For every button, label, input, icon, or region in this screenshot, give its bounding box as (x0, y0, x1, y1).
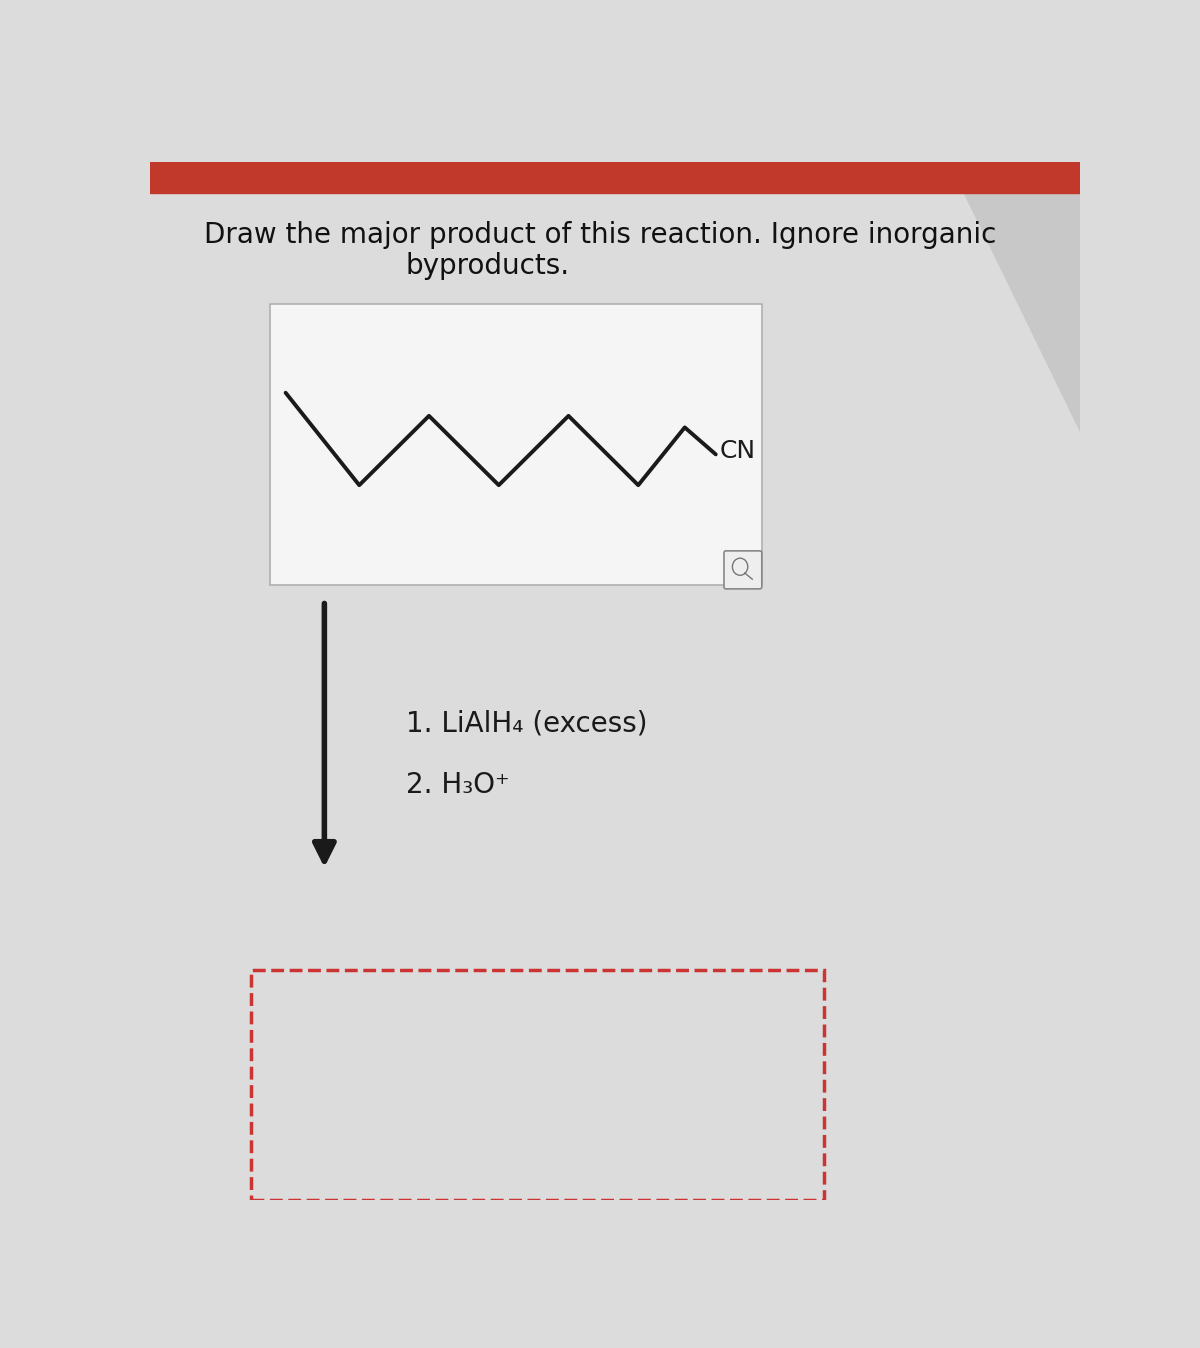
Polygon shape (964, 193, 1080, 431)
Bar (150, 162, 1080, 193)
FancyBboxPatch shape (724, 551, 762, 589)
Text: CN: CN (720, 438, 756, 462)
Bar (270, 305, 762, 585)
Bar (251, 971, 824, 1200)
Text: Draw the major product of this reaction. Ignore inorganic: Draw the major product of this reaction.… (204, 221, 997, 249)
Text: byproducts.: byproducts. (406, 252, 570, 280)
Text: 2. H₃O⁺: 2. H₃O⁺ (406, 771, 509, 799)
Text: 1. LiAlH₄ (excess): 1. LiAlH₄ (excess) (406, 710, 647, 737)
